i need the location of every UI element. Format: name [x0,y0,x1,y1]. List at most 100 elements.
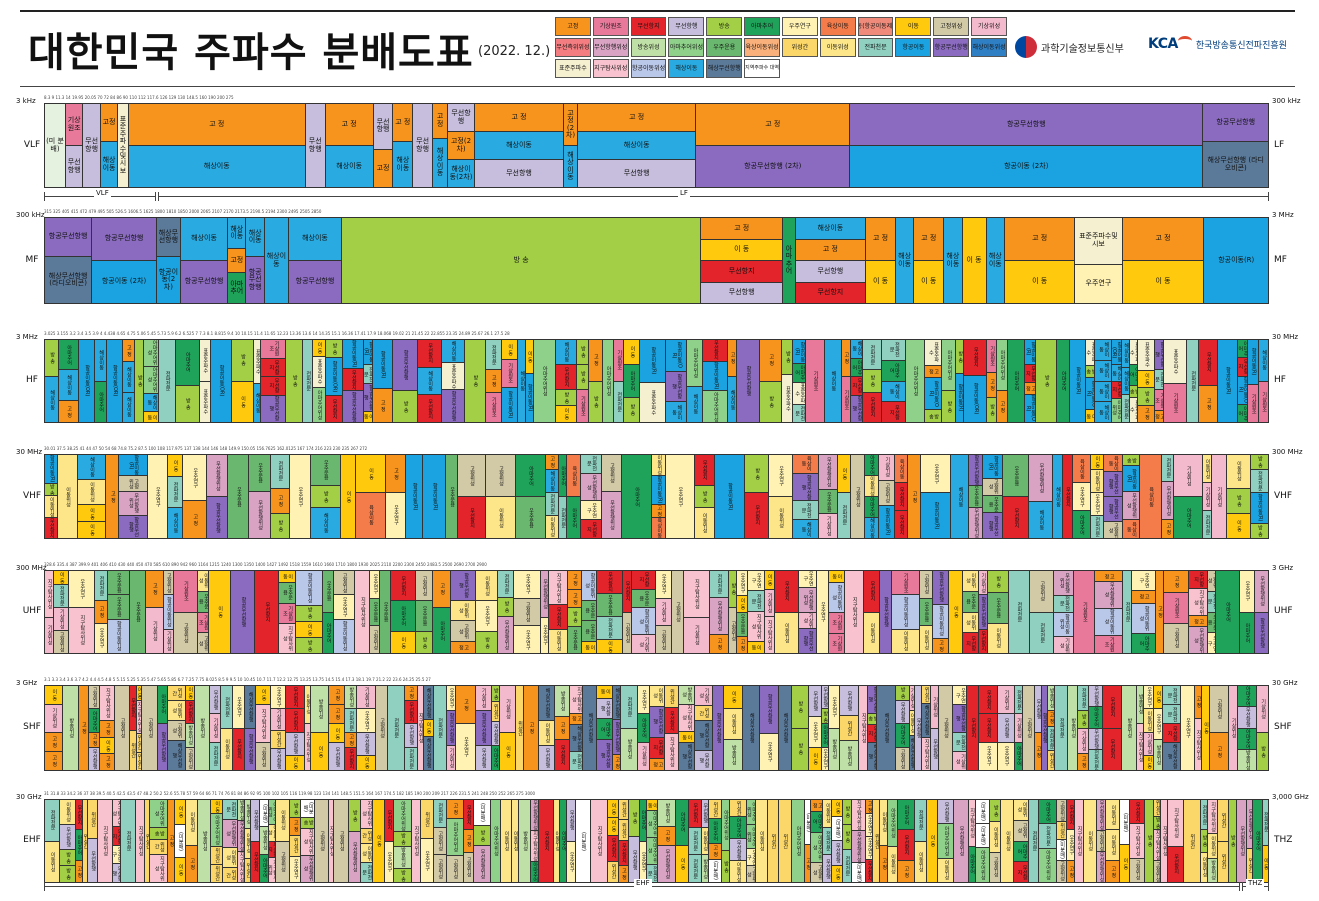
service-cell: 항공무선항행 [798,629,816,653]
service-cell: 이동위성 [539,721,555,746]
service-cell: 아마추어 [864,455,878,476]
service-cell: 항공이동(R) [714,455,745,538]
service-cell: 육상이동 [1072,455,1090,483]
service-cell: 무선항지 [703,340,728,362]
ministry-logo: 과학기술정보통신부 [1015,36,1124,58]
service-cell: 전파천문 [303,340,313,422]
service-cell: 아마추어 [1216,571,1239,653]
service-cell: 방 송 [475,631,498,653]
service-cell: 아마추어 [516,455,545,497]
allocation-block: 위성간 이동위성 고정위성 해상무선항행 [168,686,186,770]
service-cell: 기상원조 [197,612,209,634]
service-cell: 우주운용 [445,455,458,538]
service-cell: 방 송 [862,370,882,393]
service-cell: 방 송 [310,485,340,509]
service-cell: 이 동 [499,732,516,770]
service-cell: 고 정 [485,370,501,393]
service-cell: 지구탐사위성 [844,571,864,653]
service-cell: 기상위성 [146,608,163,653]
band-tick-labels: 315 325 405 415 472 479 495 505 526.5 16… [44,209,322,214]
service-cell: 무선항지 [1003,497,1029,538]
service-cell: 전파천문 [433,686,446,770]
legend-swatch: 위성간 [781,38,818,57]
service-cell: 고 정 [456,686,475,725]
service-cell: 이동위성 [500,800,512,882]
service-cell: 이동위성 [451,601,475,622]
band-end-freq: 3 MHz [1272,211,1294,219]
service-cell: 우주운용 [987,593,1008,624]
service-cell: 방 송 [843,824,851,850]
service-cell: 이동위성 [1226,455,1250,489]
service-cell: 우주연구 [271,686,285,709]
service-cell: 이동위성 [909,711,915,736]
allocation-block: 표준주파수 고 정 항공이동(OR) 방 송 [924,340,943,422]
service-cell: 고 정 [404,686,417,701]
allocation-block: 무선항지 아마추어 고 정 [75,800,83,882]
service-cell: 위성간 [1047,751,1055,770]
allocation-block: 방송위성 이동위성 위성간 [245,800,252,882]
service-cell: 이 동 [45,686,63,706]
allocation-block: 육상이동 [1139,455,1163,538]
service-cell: 우주연구 [581,501,601,521]
allocation-block: 항공무선항행 [1041,686,1048,770]
service-cell: 무선항행위성 [658,845,676,882]
service-cell: 해상무선항행 [868,743,877,770]
band-name-right: UHF [1274,606,1293,616]
allocation-block: 우주운용 [380,571,391,653]
service-cell: 무선항지 [978,629,987,653]
service-cell: 고정위성 [1014,820,1029,842]
service-cell: 아마추어 [1253,800,1262,882]
service-cell: 이동위성 [197,571,209,592]
service-cell: 방 송 [628,800,640,838]
service-cell: 우주운용 [581,601,597,622]
service-cell: 고 정 [1078,753,1088,770]
service-cell: 기상위성 [209,714,221,743]
service-cell: 해상이동 [944,218,962,303]
service-cell: 무선항지 [1130,800,1145,825]
service-cell: 이동위성 [769,497,792,538]
service-cell: 해상무선항행 (라디오비콘) [45,257,92,303]
allocation-block: 기상원조 [805,340,825,422]
allocation-block: 항공무선항행 해상무선항행 (라디오비콘) [1203,104,1268,187]
service-cell: 전파천문 [167,477,182,509]
service-cell: 해상이동 [895,218,914,303]
service-cell: 아마추어 [597,719,612,741]
allocation-block: 전파천문 방 송 무선항행위성 [498,571,515,653]
allocation-block: 아마추어 [560,800,568,882]
allocation-block: 아마추어위성 이동위성 [888,800,898,882]
service-cell: 항공이동 (2차) [92,261,156,303]
service-cell: 무선항행위성 [601,492,622,538]
allocation-block: 우주연구 항공무선항행 기상위성 [446,686,457,770]
allocation-block: 우주연구 아마추어 기상위성 [637,686,651,770]
allocation-block: 고정위성 [1023,686,1036,770]
allocation-block: 고 정 기상원조 고정위성 [1164,571,1190,653]
service-cell: 위성간 [290,835,300,857]
service-cell: 고 정 [393,104,413,143]
service-cell: 해상이동 [687,386,703,422]
service-cell: 고 정 [186,845,198,882]
service-cell: 무선항지 [1199,340,1217,386]
service-cell: 이동위성 [1106,800,1120,831]
service-cell: 무선항행 [823,855,832,882]
allocation-block: 지구탐사위성 [590,800,608,882]
service-cell: 무선항지 [1168,846,1183,882]
service-cell: 전파천문 [95,571,107,602]
service-cell: 무선항지 [463,800,473,831]
service-cell: 표준주파수 [1138,340,1155,371]
allocation-block: 지구탐사위성 [97,800,113,882]
service-cell: 이 동 [948,571,962,653]
service-cell: 해상무선항행 [583,686,597,770]
service-cell: 지구탐사위성 [590,800,607,882]
service-cell: 고정위성 [878,480,895,507]
service-cell: 위성간 [210,847,223,866]
allocation-block: 지구탐사위성 기상위성 [684,571,710,653]
service-cell: 아마추어 [729,817,747,839]
service-cell: 방송위성 [345,686,356,710]
allocation-block: 전파천문 아마추어 해상이동 무선항지 [882,340,907,422]
service-cell: 해상이동 [393,142,413,187]
allocation-block: 위성간 아마추어 무선항행 이동위성 [729,800,748,882]
